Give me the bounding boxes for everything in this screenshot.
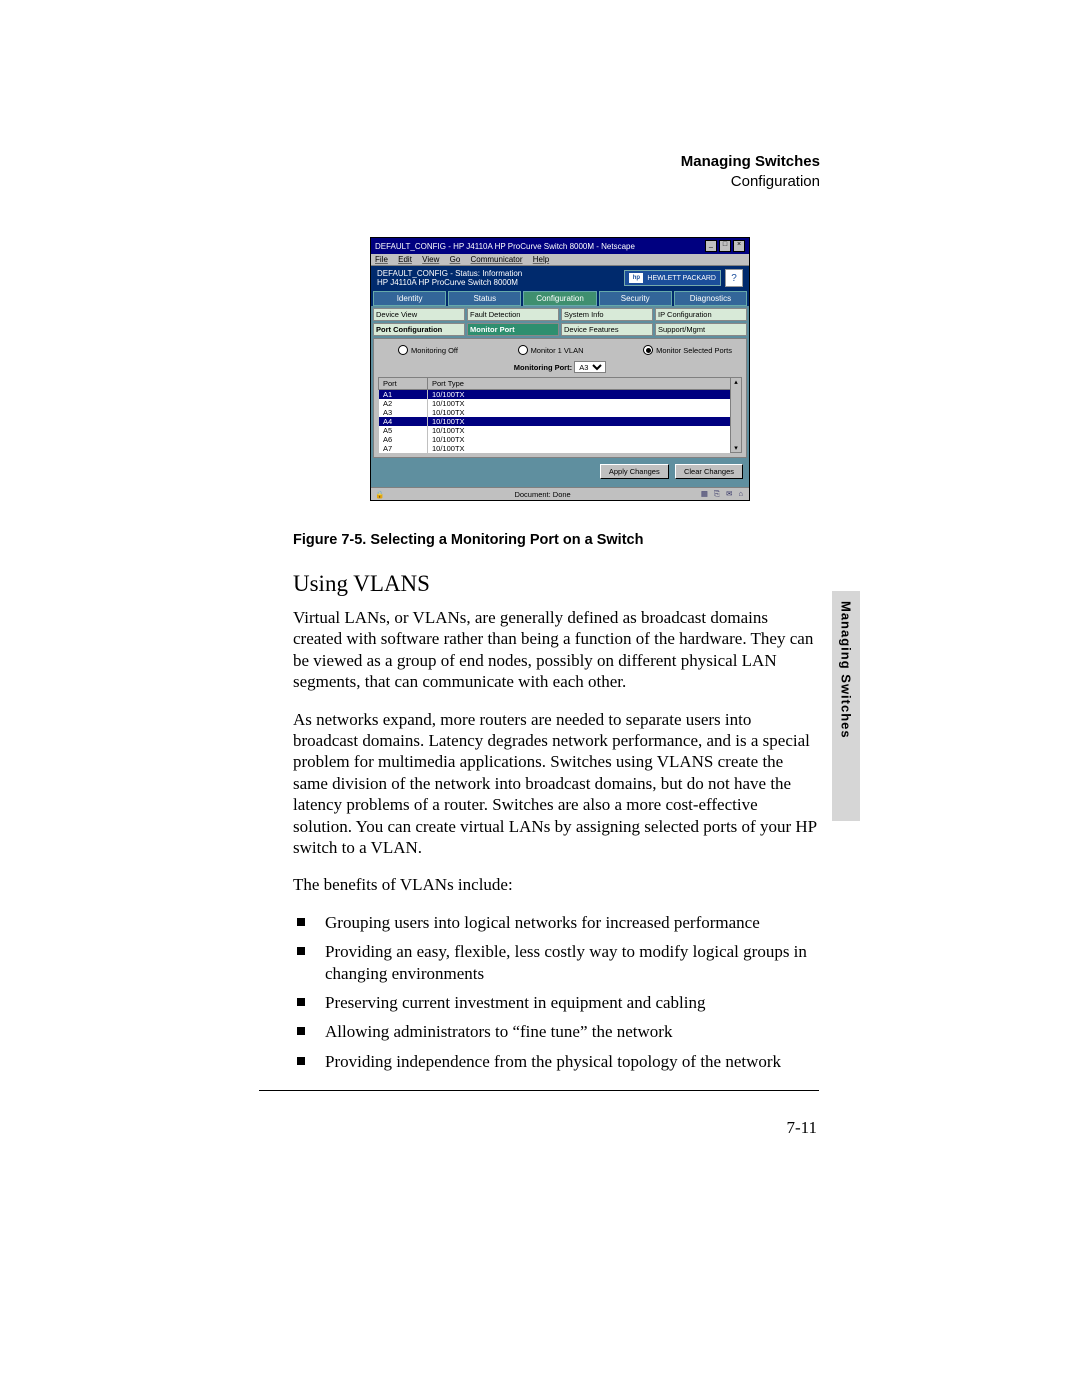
table-row[interactable]: A510/100TX xyxy=(379,426,742,435)
tab-security[interactable]: Security xyxy=(599,291,672,306)
screenshot-figure: DEFAULT_CONFIG - HP J4110A HP ProCurve S… xyxy=(370,237,750,501)
monitoring-port-row: Monitoring Port: A3 xyxy=(378,361,742,377)
apply-changes-button[interactable]: Apply Changes xyxy=(600,464,669,479)
status-lock-icon: 🔒 xyxy=(375,490,384,499)
scrollbar[interactable] xyxy=(730,377,742,453)
window-buttons: _ □ × xyxy=(705,240,745,252)
col-port: Port xyxy=(379,378,428,390)
status-line-1: DEFAULT_CONFIG - Status: Information xyxy=(377,269,522,278)
table-row[interactable]: A110/100TX xyxy=(379,390,742,400)
paragraph-1: Virtual LANs, or VLANs, are generally de… xyxy=(293,607,819,693)
maximize-icon[interactable]: □ xyxy=(719,240,731,252)
tab-diagnostics[interactable]: Diagnostics xyxy=(674,291,747,306)
menu-file[interactable]: File xyxy=(375,255,388,264)
tab-identity[interactable]: Identity xyxy=(373,291,446,306)
subtab-system-info[interactable]: System Info xyxy=(561,308,653,321)
list-item: Providing independence from the physical… xyxy=(321,1051,819,1072)
subtab-device-features[interactable]: Device Features xyxy=(561,323,653,336)
status-bar: 🔒 Document: Done ▦ ⎘ ✉ ⌂ xyxy=(371,487,749,500)
radio-monitor-selected[interactable]: Monitor Selected Ports xyxy=(643,345,732,355)
radio-monitoring-off[interactable]: Monitoring Off xyxy=(398,345,458,355)
subtab-monitor-port[interactable]: Monitor Port xyxy=(467,323,559,336)
table-row[interactable]: A310/100TX xyxy=(379,408,742,417)
minimize-icon[interactable]: _ xyxy=(705,240,717,252)
monitoring-port-label: Monitoring Port: xyxy=(514,363,572,372)
list-item: Allowing administrators to “fine tune” t… xyxy=(321,1021,819,1042)
footer-rule xyxy=(259,1090,819,1091)
list-item: Grouping users into logical networks for… xyxy=(321,912,819,933)
sub-panel: Device View Fault Detection System Info … xyxy=(371,306,749,487)
side-tab-label: Managing Switches xyxy=(839,591,854,739)
close-icon[interactable]: × xyxy=(733,240,745,252)
header-subtitle: Configuration xyxy=(681,172,820,192)
menu-communicator[interactable]: Communicator xyxy=(471,255,523,264)
menu-view[interactable]: View xyxy=(422,255,439,264)
subtab-support-mgmt[interactable]: Support/Mgmt xyxy=(655,323,747,336)
status-line-2: HP J4110A HP ProCurve Switch 8000M xyxy=(377,278,522,287)
menu-bar: File Edit View Go Communicator Help xyxy=(371,254,749,266)
clear-changes-button[interactable]: Clear Changes xyxy=(675,464,743,479)
section-heading: Using VLANS xyxy=(293,570,819,599)
list-item: Providing an easy, flexible, less costly… xyxy=(321,941,819,984)
tab-status[interactable]: Status xyxy=(448,291,521,306)
header-title: Managing Switches xyxy=(681,152,820,172)
side-tab: Managing Switches xyxy=(832,591,860,821)
device-info-bar: DEFAULT_CONFIG - Status: Information HP … xyxy=(371,266,749,290)
menu-help[interactable]: Help xyxy=(533,255,549,264)
list-item: Preserving current investment in equipme… xyxy=(321,992,819,1013)
button-row: Apply Changes Clear Changes xyxy=(373,458,747,485)
paragraph-2: As networks expand, more routers are nee… xyxy=(293,709,819,859)
port-table-wrap: Port Port Type A110/100TXA210/100TXA310/… xyxy=(378,377,742,453)
netscape-window: DEFAULT_CONFIG - HP J4110A HP ProCurve S… xyxy=(370,237,750,501)
page-header: Managing Switches Configuration xyxy=(681,152,820,193)
subtab-device-view[interactable]: Device View xyxy=(373,308,465,321)
table-row[interactable]: A710/100TX xyxy=(379,444,742,453)
monitor-mode-radios: Monitoring Off Monitor 1 VLAN Monitor Se… xyxy=(378,343,742,361)
tab-configuration[interactable]: Configuration xyxy=(523,291,596,306)
table-row[interactable]: A410/100TX xyxy=(379,417,742,426)
subtab-ip-config[interactable]: IP Configuration xyxy=(655,308,747,321)
benefits-list: Grouping users into logical networks for… xyxy=(293,912,819,1072)
col-port-type: Port Type xyxy=(428,378,742,390)
window-titlebar: DEFAULT_CONFIG - HP J4110A HP ProCurve S… xyxy=(371,238,749,254)
config-area: Monitoring Off Monitor 1 VLAN Monitor Se… xyxy=(373,338,747,458)
figure-caption: Figure 7-5. Selecting a Monitoring Port … xyxy=(293,532,643,548)
page-number: 7-11 xyxy=(786,1118,817,1138)
status-icons: ▦ ⎘ ✉ ⌂ xyxy=(701,489,745,499)
table-row[interactable]: A210/100TX xyxy=(379,399,742,408)
hp-logo: hp HEWLETT PACKARD xyxy=(624,270,721,286)
status-text: Document: Done xyxy=(384,490,701,499)
main-tabs: Identity Status Configuration Security D… xyxy=(371,290,749,306)
subtab-fault-detection[interactable]: Fault Detection xyxy=(467,308,559,321)
help-arrow-icon[interactable]: ? xyxy=(725,269,743,287)
radio-monitor-vlan[interactable]: Monitor 1 VLAN xyxy=(518,345,584,355)
monitoring-port-select[interactable]: A3 xyxy=(574,361,606,373)
body-text: Using VLANS Virtual LANs, or VLANs, are … xyxy=(293,570,819,1080)
menu-go[interactable]: Go xyxy=(450,255,461,264)
port-table: Port Port Type A110/100TXA210/100TXA310/… xyxy=(378,377,742,453)
paragraph-3: The benefits of VLANs include: xyxy=(293,874,819,895)
menu-edit[interactable]: Edit xyxy=(398,255,412,264)
subtab-port-config[interactable]: Port Configuration xyxy=(373,323,465,336)
table-row[interactable]: A610/100TX xyxy=(379,435,742,444)
window-title: DEFAULT_CONFIG - HP J4110A HP ProCurve S… xyxy=(375,242,635,251)
